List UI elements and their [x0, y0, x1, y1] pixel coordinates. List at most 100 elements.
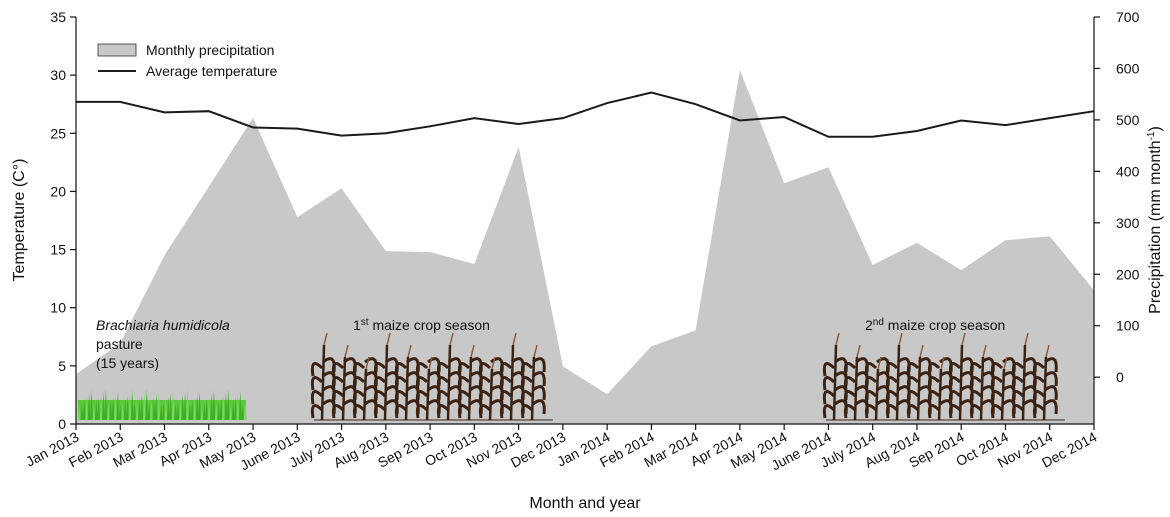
maize-leaf — [1011, 404, 1025, 419]
maize-tassel — [470, 344, 475, 358]
maize-leaf — [415, 362, 429, 377]
grass-blade — [176, 401, 180, 420]
maize-leaf — [906, 390, 920, 405]
y2-tick-label: 500 — [1116, 112, 1140, 128]
y-tick-label: 0 — [58, 416, 66, 432]
maize-tassel — [491, 356, 496, 370]
maize-leaf — [1032, 390, 1046, 405]
maize-tassel — [323, 332, 328, 346]
maize-leaf — [927, 390, 941, 405]
maize-tassel — [533, 344, 538, 358]
maize-stalk — [509, 344, 515, 421]
maize-tassel — [1003, 356, 1008, 370]
y2-label-part: ) — [1147, 126, 1164, 131]
annotation: 2nd maize crop season — [865, 317, 1005, 333]
grass-blade — [128, 393, 132, 420]
maize-leaf — [843, 362, 857, 377]
grass-blade — [217, 401, 221, 420]
annotation-part: 2 — [865, 317, 873, 333]
maize-leaf — [885, 376, 899, 391]
maize-leaf — [927, 404, 941, 419]
maize-tassel — [919, 344, 924, 358]
grass-blade — [210, 393, 213, 420]
annotation: Brachiaria humidicola pasture (15 years) — [96, 317, 230, 371]
grass-blade — [181, 395, 185, 420]
maize-leaf — [478, 390, 492, 405]
grass-blade — [202, 402, 206, 420]
maize-leaf — [436, 404, 450, 419]
annotation-line: pasture — [96, 336, 143, 352]
grass-blade — [152, 397, 156, 420]
maize-leaf — [310, 390, 324, 405]
maize-leaf — [1011, 390, 1025, 405]
maize-tassel — [512, 332, 517, 346]
annotation-sup: st — [361, 317, 369, 328]
grass-blade — [234, 397, 237, 420]
maize-leaf — [436, 376, 450, 391]
maize-leaf — [352, 362, 366, 377]
y2-tick-label: 400 — [1116, 163, 1140, 179]
grass-blade — [226, 389, 230, 420]
grass-blade — [82, 399, 86, 420]
maize-leaf — [310, 376, 324, 391]
grass-blade — [166, 396, 170, 420]
plot: 051015202530350100200300400500600700Jan … — [23, 9, 1140, 473]
maize-leaf — [1011, 362, 1025, 377]
maize-leaf — [927, 376, 941, 391]
maize-leaf — [906, 404, 920, 419]
annotation-part: maize crop season — [369, 317, 490, 333]
maize-leaf — [331, 376, 345, 391]
maize-leaf — [990, 404, 1004, 419]
y2-tick-label: 200 — [1116, 266, 1140, 282]
maize-tassel — [1024, 332, 1029, 346]
maize-leaf — [520, 376, 534, 391]
maize-tassel — [835, 332, 840, 346]
grass-blade — [80, 402, 84, 420]
maize-leaf — [927, 362, 941, 377]
maize-leaf — [948, 390, 962, 405]
maize-leaf — [394, 404, 408, 419]
maize-leaf — [822, 362, 836, 377]
maize-leaf — [990, 390, 1004, 405]
maize-leaf — [415, 390, 429, 405]
maize-leaf — [478, 376, 492, 391]
grass-blade — [193, 397, 197, 420]
annotation-sup: nd — [873, 317, 884, 328]
maize-leaf — [1044, 385, 1058, 401]
legend-label: Average temperature — [146, 63, 277, 79]
grass-blade — [243, 402, 247, 420]
maize-leaf — [520, 390, 534, 405]
grass-blade — [130, 390, 134, 420]
maize-leaf — [822, 404, 836, 419]
maize-leaf — [864, 404, 878, 419]
grass-blade — [195, 394, 199, 420]
maize-leaf — [373, 404, 387, 419]
grass-blade — [121, 402, 125, 420]
maize-leaf — [990, 376, 1004, 391]
maize-leaf — [436, 390, 450, 405]
y-tick-label: 15 — [50, 242, 66, 258]
maize-leaf — [499, 390, 513, 405]
maize-tassel — [877, 356, 882, 370]
grass-blade — [224, 392, 228, 420]
grass-blade — [157, 391, 161, 420]
grass-blade — [222, 395, 225, 420]
x-axis-label: Month and year — [529, 495, 641, 512]
maize-tassel — [365, 356, 370, 370]
annotation-line: Brachiaria humidicola — [96, 317, 230, 333]
maize-leaf — [990, 362, 1004, 377]
maize-leaf — [331, 362, 345, 377]
y-tick-label: 35 — [50, 9, 66, 25]
grass-blade — [109, 400, 113, 420]
grass-blade — [94, 401, 98, 420]
maize-icon — [822, 332, 1065, 421]
maize-tassel — [1045, 344, 1050, 358]
maize-tassel — [856, 344, 861, 358]
maize-leaf — [394, 362, 408, 377]
maize-leaf — [948, 362, 962, 377]
grass-blade — [207, 396, 211, 420]
grass-blade — [135, 401, 139, 420]
grass-blade — [92, 404, 96, 420]
maize-tassel — [898, 332, 903, 346]
